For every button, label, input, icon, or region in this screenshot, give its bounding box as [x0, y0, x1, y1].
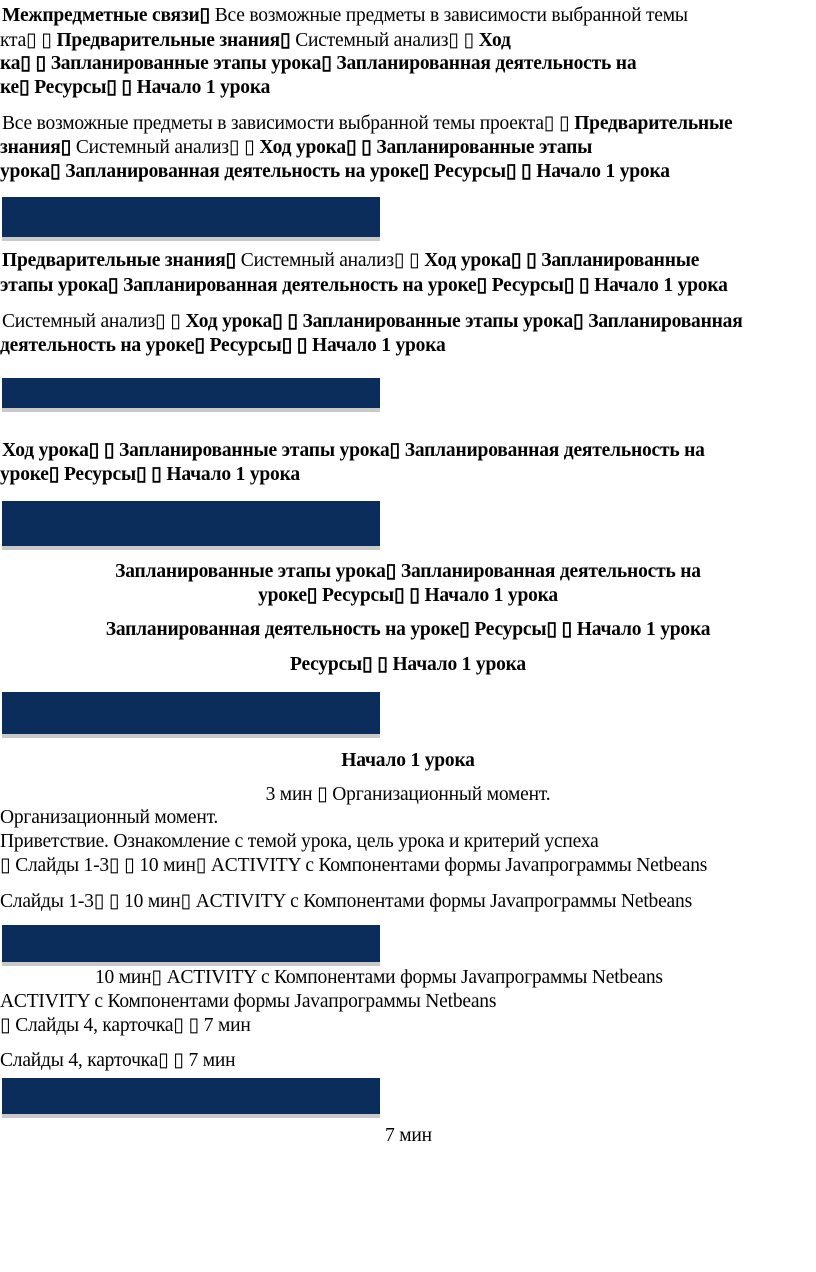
text-line: Ход урока▯ ▯ Запланированные этапы урока… [2, 440, 705, 462]
bold-text: этапы урока▯ Запланированная деятельност… [0, 275, 728, 296]
text-line: этапы урока▯ Запланированная деятельност… [0, 275, 728, 297]
bold-text: Ход урока▯ ▯ Запланированные этапы [259, 137, 593, 158]
text-line: 7 мин [385, 1125, 432, 1147]
bold-text: уроке▯ Ресурсы▯ ▯ Начало 1 урока [0, 464, 300, 485]
text: ACTIVITY с Компонентами формы Javaпрогра… [0, 991, 497, 1012]
text-line: Начало 1 урока [0, 750, 816, 772]
text-line: урока▯ Запланированная деятельность на у… [0, 161, 670, 183]
text-line: Запланированная деятельность на уроке▯ Р… [0, 619, 816, 641]
banner-bar [2, 692, 380, 734]
bold-text: Начало 1 урока [341, 750, 475, 771]
text-line: Системный анализ▯ ▯ Ход урока▯ ▯ Заплани… [2, 311, 743, 333]
text-line: ке▯ Ресурсы▯ ▯ Начало 1 урока [0, 77, 270, 99]
text: Системный анализ▯ ▯ [2, 311, 186, 332]
banner-bar [2, 378, 380, 408]
text-line: Предварительные знания▯ Системный анализ… [2, 250, 699, 272]
bold-text: Ход урока▯ ▯ Запланированные этапы урока… [2, 440, 705, 461]
text: Слайды 4, карточка▯ ▯ 7 мин [0, 1050, 236, 1071]
bold-text: ке▯ Ресурсы▯ ▯ Начало 1 урока [0, 77, 271, 98]
bold-text: Ход урока▯ ▯ Запланированные [424, 250, 700, 271]
text-line: Запланированные этапы урока▯ Запланирова… [0, 561, 816, 583]
text: 3 мин ▯ Организационный момент. [265, 784, 551, 805]
text-line: Приветствие. Ознакомление с темой урока,… [0, 831, 599, 853]
text-line: 10 мин▯ ACTIVITY с Компонентами формы Ja… [95, 967, 663, 989]
banner-bar [2, 925, 380, 962]
bold-text: ка▯ ▯ Запланированные этапы урока▯ Запла… [0, 53, 637, 74]
text: Системный анализ▯ ▯ [290, 30, 479, 51]
text: 7 мин [385, 1125, 432, 1146]
bold-text: Предварительные [574, 113, 733, 134]
bold-text: Запланированные этапы урока▯ Запланирова… [115, 561, 701, 582]
banner-bar [2, 501, 380, 546]
text: 10 мин▯ ACTIVITY с Компонентами формы Ja… [95, 967, 663, 988]
text: ▯ Слайды 4, карточка▯ ▯ 7 мин [0, 1015, 251, 1036]
text-line: знания▯ Системный анализ▯ ▯ Ход урока▯ ▯… [0, 137, 592, 159]
text-line: ка▯ ▯ Запланированные этапы урока▯ Запла… [0, 53, 637, 75]
text-line: ACTIVITY с Компонентами формы Javaпрогра… [0, 991, 496, 1013]
bold-text: Предварительные знания▯ [56, 30, 291, 51]
text-line: деятельность на уроке▯ Ресурсы▯ ▯ Начало… [0, 335, 446, 357]
text-line: 3 мин ▯ Организационный момент. [0, 784, 816, 806]
bold-text: Запланированная деятельность на уроке▯ Р… [105, 619, 711, 640]
text-line: уроке▯ Ресурсы▯ ▯ Начало 1 урока [0, 464, 300, 486]
text-line: Межпредметные связи▯ Все возможные предм… [2, 5, 688, 27]
text-line: ▯ Слайды 1-3▯ ▯ 10 мин▯ ACTIVITY с Компо… [0, 855, 707, 877]
bold-text: уроке▯ Ресурсы▯ ▯ Начало 1 урока [258, 585, 558, 606]
text-line: Слайды 1-3▯ ▯ 10 мин▯ ACTIVITY с Компоне… [0, 891, 692, 913]
text-line: кта▯ ▯ Предварительные знания▯ Системный… [0, 30, 511, 52]
text: кта▯ ▯ [0, 30, 57, 51]
text-line: Слайды 4, карточка▯ ▯ 7 мин [0, 1050, 236, 1072]
bold-text: урока▯ Запланированная деятельность на у… [0, 161, 670, 182]
bold-text: Ход урока▯ ▯ Запланированные этапы урока… [185, 311, 743, 332]
banner-bar [2, 197, 380, 237]
bold-text: Предварительные знания▯ [2, 250, 237, 271]
text: Системный анализ▯ ▯ [236, 250, 425, 271]
text-line: уроке▯ Ресурсы▯ ▯ Начало 1 урока [0, 585, 816, 607]
banner-bar [2, 1078, 380, 1114]
text: Слайды 1-3▯ ▯ 10 мин▯ ACTIVITY с Компоне… [0, 891, 692, 912]
text: Все возможные предметы в зависимости выб… [2, 113, 575, 134]
text: Приветствие. Ознакомление с темой урока,… [0, 831, 599, 852]
bold-text: деятельность на уроке▯ Ресурсы▯ ▯ Начало… [0, 335, 446, 356]
bold-text: знания▯ [0, 137, 72, 158]
text: Организационный момент. [0, 807, 219, 828]
text: Системный анализ▯ ▯ [71, 137, 260, 158]
bold-text: Межпредметные связи▯ [2, 5, 211, 26]
text-line: ▯ Слайды 4, карточка▯ ▯ 7 мин [0, 1015, 251, 1037]
bold-text: Ресурсы▯ ▯ Начало 1 урока [290, 654, 526, 675]
text: ▯ Слайды 1-3▯ ▯ 10 мин▯ ACTIVITY с Компо… [0, 855, 708, 876]
text-line: Ресурсы▯ ▯ Начало 1 урока [0, 654, 816, 676]
text-line: Организационный момент. [0, 807, 218, 829]
text-line: Все возможные предметы в зависимости выб… [2, 113, 733, 135]
bold-text: Ход [478, 30, 511, 51]
text: Все возможные предметы в зависимости выб… [210, 5, 688, 26]
